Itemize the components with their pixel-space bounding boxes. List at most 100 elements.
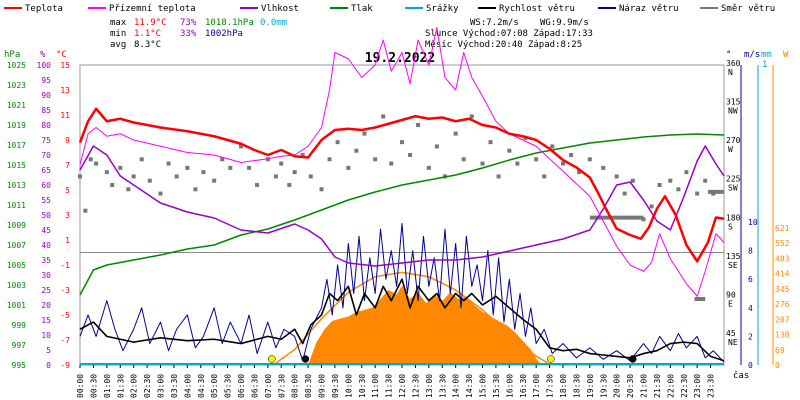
degc-tick-label: -1 — [60, 261, 70, 270]
wind-direction-point — [496, 174, 501, 179]
degc-tick-label: -5 — [60, 311, 70, 320]
wind-direction-point — [614, 174, 619, 179]
time-tick-label: 18:00 — [559, 374, 568, 398]
wind-direction-point — [453, 131, 458, 136]
wind-direction-point — [534, 157, 539, 162]
wind-direction-point — [327, 157, 332, 162]
degc-tick-label: 9 — [65, 136, 70, 145]
wind-direction-point — [657, 183, 662, 187]
wind-direction-point — [346, 165, 351, 170]
dir-tick-deg: 45 — [726, 329, 736, 338]
humidity-line — [79, 145, 725, 267]
time-tick-label: 22:00 — [666, 374, 675, 398]
time-tick-label: 13:30 — [438, 374, 447, 398]
degc-tick-label: -3 — [60, 286, 70, 295]
dir-tick-name: NE — [728, 338, 738, 347]
wind-direction-point — [292, 170, 297, 175]
pct-tick-label: 90 — [41, 91, 51, 100]
stats-block: max 11.9°C 73% 1018.1hPa 0.0mm min 1.1°C… — [110, 18, 287, 50]
pct-tick-label: 80 — [41, 121, 51, 130]
dir-tick-deg: 180 — [726, 213, 741, 222]
time-tick-label: 15:30 — [492, 374, 501, 398]
time-tick-label: 21:00 — [640, 374, 649, 398]
pct-tick-label: 100 — [37, 61, 52, 70]
hpa-tick-label: 999 — [12, 321, 27, 330]
series-layer — [78, 27, 725, 365]
wind-direction-point — [649, 204, 654, 209]
info-block: WS:7.2m/s WG:9.9m/s Slunce Východ:07:08 … — [425, 18, 593, 50]
wind-direction-point — [131, 174, 136, 179]
wind-direction-point — [630, 178, 635, 183]
time-tick-label: 07:00 — [264, 374, 273, 398]
wind-direction-point — [389, 161, 394, 166]
unit-w: W — [783, 50, 789, 60]
chart-title: 19.2.2022 — [365, 51, 435, 66]
hpa-tick-label: 1011 — [7, 201, 26, 210]
dir-tick-name: NW — [728, 107, 738, 116]
wind-direction-point — [118, 165, 123, 170]
pct-tick-label: 35 — [41, 256, 51, 265]
time-tick-label: 06:00 — [237, 374, 246, 398]
dir-tick-deg: 315 — [726, 98, 741, 107]
info-sun: Slunce Východ:07:08 Západ:17:33 — [425, 29, 593, 39]
wind-direction-point — [308, 174, 313, 179]
mm-top-tick: 1 — [762, 60, 767, 70]
legend-rychlost: Rychlost větru — [499, 4, 575, 14]
wind-direction-point — [88, 157, 93, 162]
stat-max-hum: 73% — [180, 18, 197, 28]
wind-direction-point — [434, 144, 439, 149]
time-tick-label: 02:00 — [130, 374, 139, 398]
time-tick-label: 14:30 — [465, 374, 474, 398]
info-ws: WS:7.2m/s — [470, 18, 519, 28]
pressure-line — [79, 133, 725, 296]
wind-direction-point — [703, 178, 708, 183]
unit-hpa: hPa — [4, 50, 20, 60]
wind-direction-point — [469, 114, 474, 119]
wind-direction-point — [542, 174, 547, 179]
degc-tick-label: 7 — [65, 161, 70, 170]
wind-direction-point — [126, 187, 131, 192]
time-tick-label: 01:30 — [116, 374, 125, 398]
time-tick-label: 19:00 — [586, 374, 595, 398]
wind-direction-point — [668, 178, 673, 183]
pct-tick-label: 70 — [41, 151, 51, 160]
wind-direction-point — [319, 187, 324, 192]
hpa-tick-label: 1007 — [7, 241, 26, 250]
time-tick-label: 15:00 — [479, 374, 488, 398]
stat-avg-temp: 8.3°C — [134, 40, 161, 50]
hpa-tick-label: 1019 — [7, 121, 26, 130]
time-tick-label: 03:30 — [170, 374, 179, 398]
stat-min-press: 1002hPa — [205, 29, 243, 39]
stat-min-temp: 1.1°C — [134, 29, 161, 39]
time-tick-label: 16:30 — [519, 374, 528, 398]
wind-direction-point — [255, 183, 260, 187]
unit-deg: ° — [726, 50, 731, 60]
wind-direction-point — [373, 157, 378, 162]
info-moon: Měsíc Východ:20:40 Západ:8:25 — [425, 40, 582, 50]
wind-direction-point — [174, 174, 179, 179]
pct-tick-label: 50 — [41, 211, 51, 220]
sun-moon-marker — [547, 355, 555, 363]
wind-direction-point — [83, 208, 88, 213]
sun-moon-marker — [629, 355, 637, 363]
wind-direction-point — [622, 191, 627, 196]
pct-tick-label: 95 — [41, 76, 51, 85]
pct-tick-label: 10 — [41, 331, 51, 340]
pct-tick-label: 45 — [41, 226, 51, 235]
wind-direction-point — [507, 148, 512, 153]
stat-max-label: max — [110, 18, 127, 28]
degc-tick-label: -9 — [60, 361, 70, 370]
wind-direction-point — [193, 187, 198, 192]
pct-tick-label: 75 — [41, 136, 51, 145]
wind-direction-point — [185, 165, 190, 170]
wind-direction-point — [416, 123, 421, 127]
dir-tick-deg: 90 — [726, 290, 736, 299]
time-tick-label: 00:00 — [76, 374, 85, 398]
hpa-tick-label: 1001 — [7, 301, 26, 310]
wind-direction-point — [381, 114, 386, 119]
time-tick-label: 10:00 — [344, 374, 353, 398]
w-tick-label: 138 — [775, 331, 790, 340]
pct-tick-label: 15 — [41, 316, 51, 325]
time-tick-label: 16:00 — [505, 374, 514, 398]
time-tick-label: 07:30 — [277, 374, 286, 398]
